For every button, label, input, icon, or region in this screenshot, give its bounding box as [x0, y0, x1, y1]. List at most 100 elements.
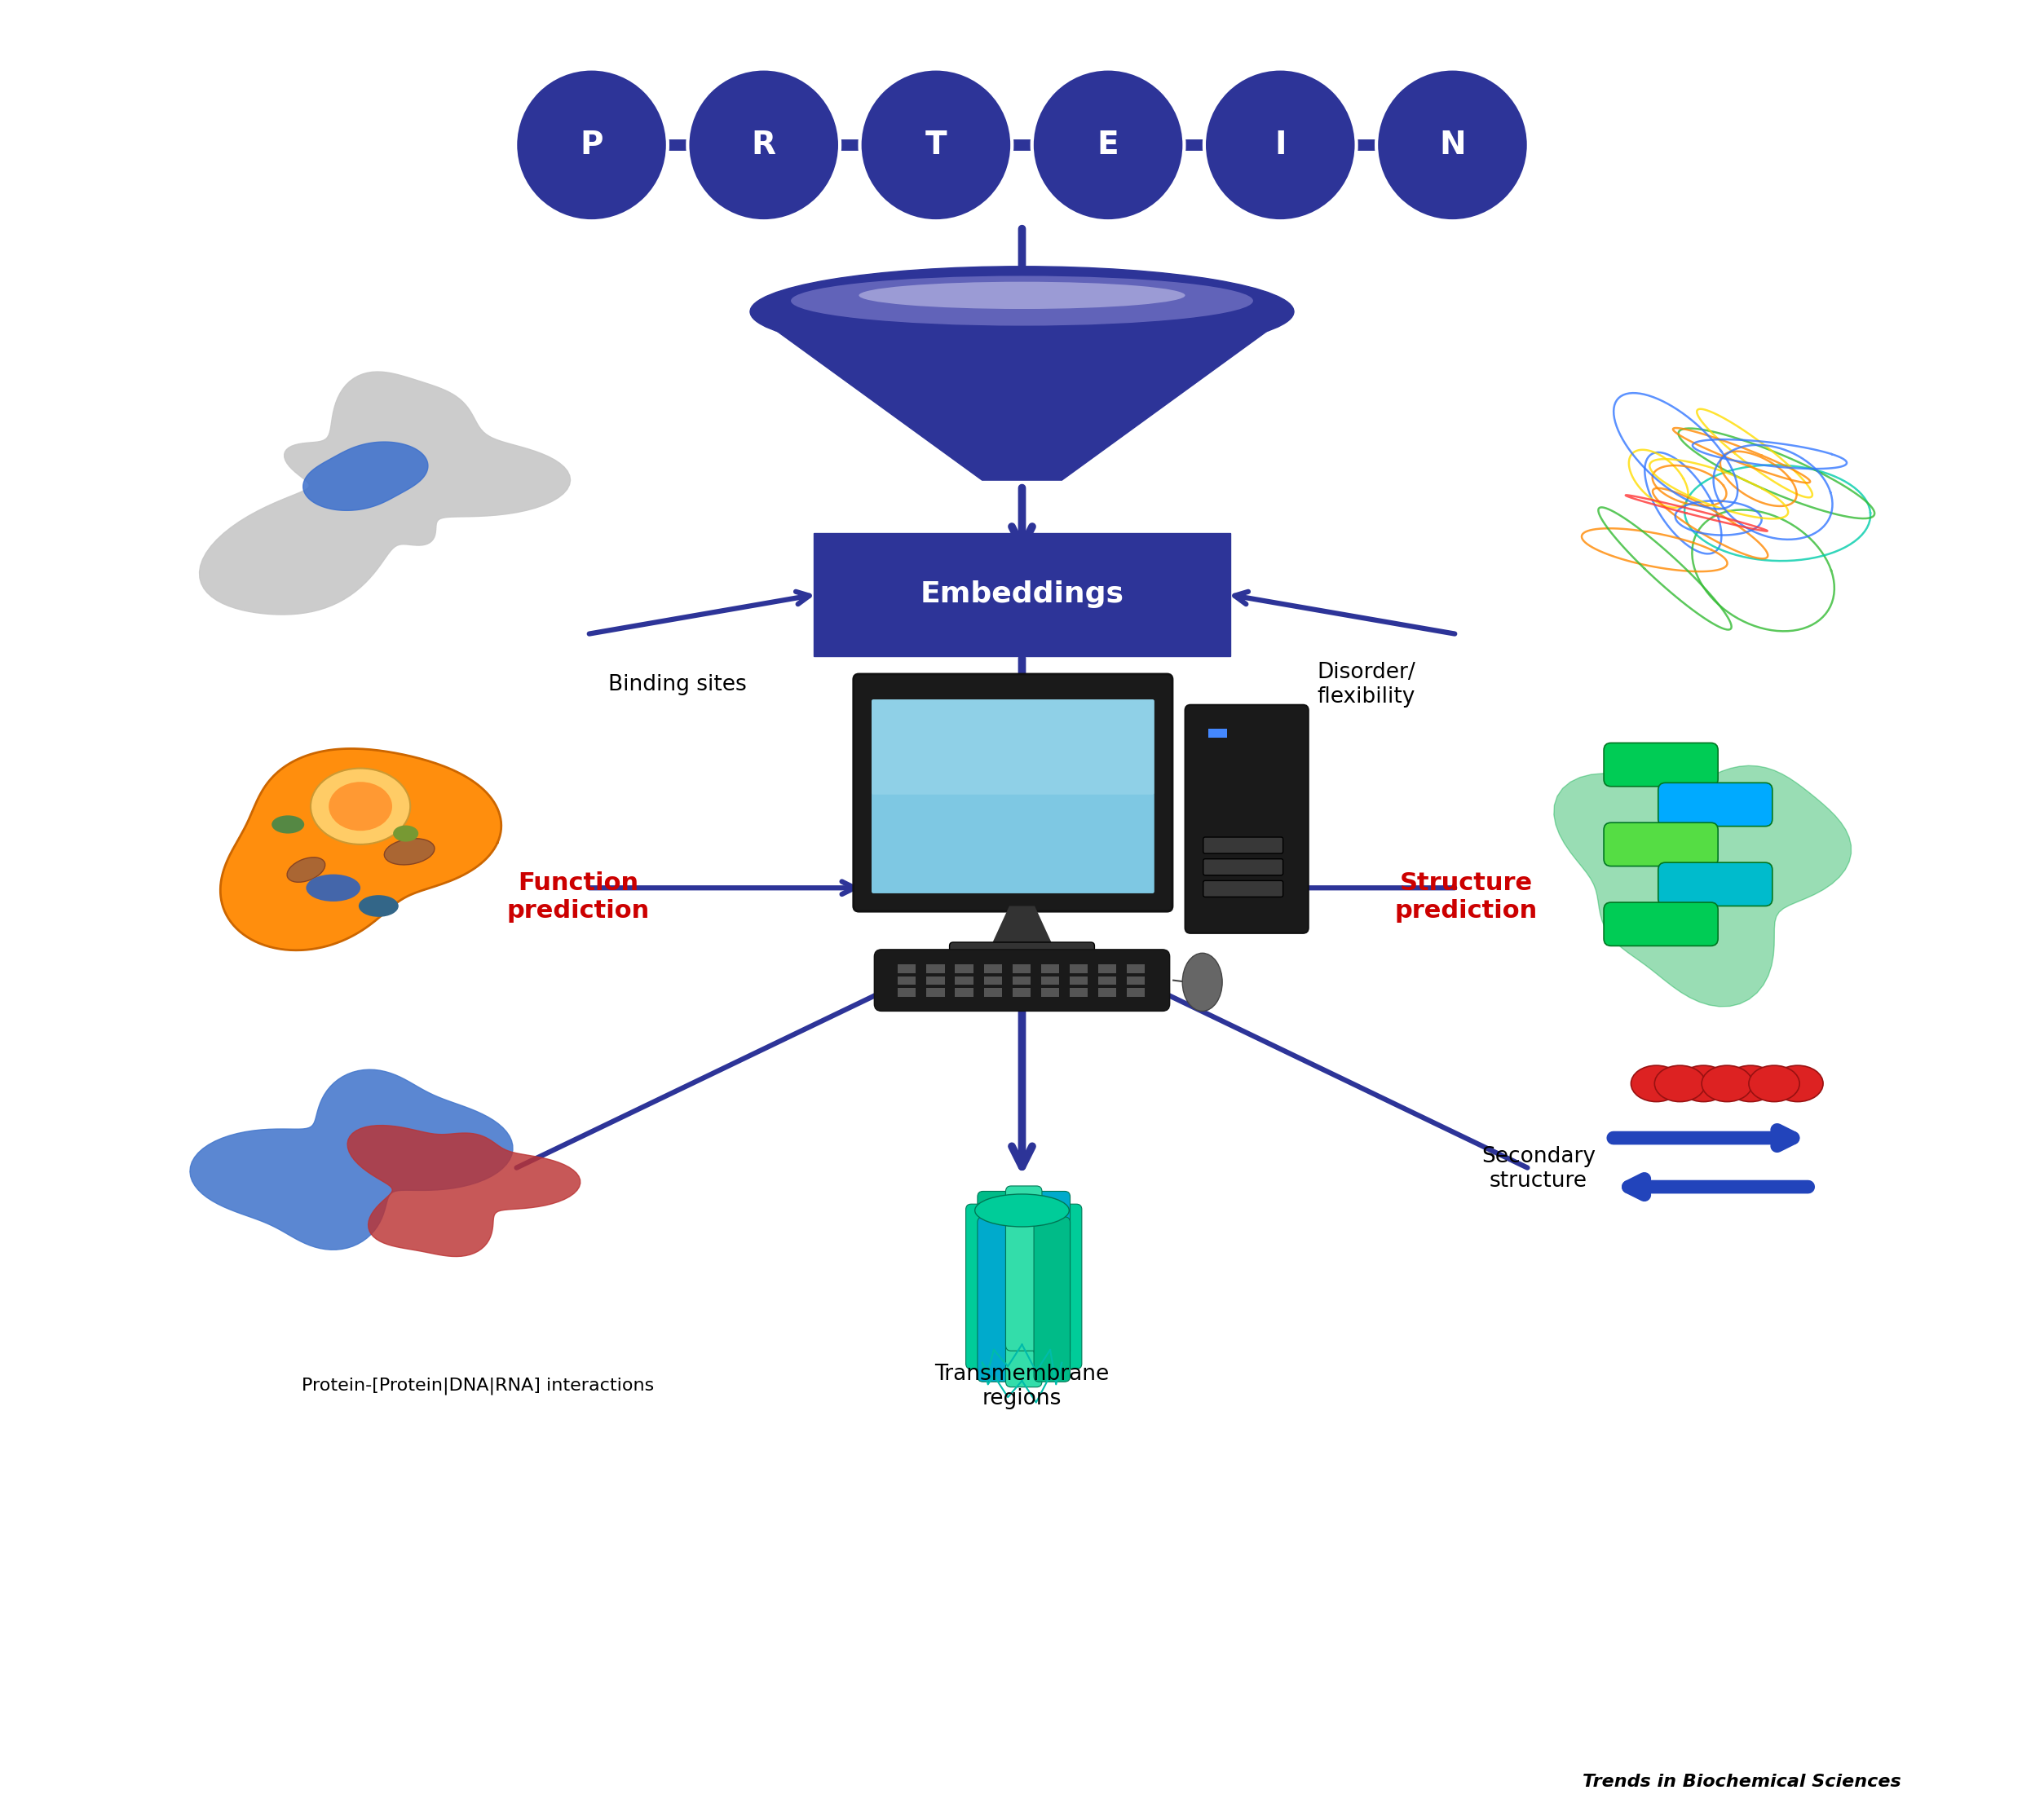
Bar: [926, 988, 944, 997]
Bar: [926, 964, 944, 973]
FancyBboxPatch shape: [1658, 863, 1772, 906]
FancyBboxPatch shape: [1605, 823, 1717, 866]
Ellipse shape: [1725, 1065, 1776, 1102]
Text: T: T: [926, 129, 946, 161]
FancyBboxPatch shape: [1186, 705, 1308, 933]
Polygon shape: [303, 442, 427, 511]
Text: R: R: [752, 129, 777, 161]
Circle shape: [1376, 69, 1529, 221]
Text: Embeddings: Embeddings: [920, 580, 1124, 609]
Text: E: E: [1098, 129, 1118, 161]
Ellipse shape: [858, 283, 1186, 308]
Circle shape: [687, 69, 840, 221]
Bar: [955, 964, 973, 973]
Ellipse shape: [1678, 1065, 1729, 1102]
Bar: [955, 977, 973, 984]
Bar: [955, 988, 973, 997]
Ellipse shape: [791, 275, 1253, 326]
Circle shape: [515, 69, 668, 221]
Bar: [1012, 977, 1030, 984]
Circle shape: [1032, 69, 1183, 221]
FancyBboxPatch shape: [967, 1203, 1002, 1370]
Bar: [1040, 964, 1059, 973]
Bar: [1012, 964, 1030, 973]
Text: Disorder/
flexibility: Disorder/ flexibility: [1316, 661, 1416, 708]
Text: Secondary
structure: Secondary structure: [1482, 1145, 1596, 1192]
Polygon shape: [1553, 766, 1852, 1007]
FancyBboxPatch shape: [1047, 1203, 1081, 1370]
Circle shape: [1204, 69, 1357, 221]
Polygon shape: [200, 371, 570, 614]
Bar: [983, 964, 1002, 973]
FancyBboxPatch shape: [1034, 1190, 1071, 1355]
Bar: [926, 977, 944, 984]
FancyBboxPatch shape: [1006, 1185, 1042, 1350]
Bar: [1126, 988, 1145, 997]
Polygon shape: [750, 312, 1294, 480]
FancyBboxPatch shape: [1006, 1221, 1042, 1388]
Ellipse shape: [1631, 1065, 1682, 1102]
Bar: [1040, 988, 1059, 997]
Bar: [1069, 964, 1087, 973]
Text: Function
prediction: Function prediction: [507, 872, 650, 922]
Text: Binding sites: Binding sites: [609, 674, 746, 696]
Bar: [983, 977, 1002, 984]
Ellipse shape: [272, 815, 305, 834]
Polygon shape: [190, 1069, 513, 1250]
Ellipse shape: [1703, 1065, 1752, 1102]
FancyBboxPatch shape: [1204, 859, 1284, 875]
Ellipse shape: [307, 875, 360, 901]
FancyBboxPatch shape: [1658, 783, 1772, 826]
FancyBboxPatch shape: [1605, 743, 1717, 786]
Bar: [897, 988, 916, 997]
Polygon shape: [989, 906, 1055, 949]
Bar: [1126, 964, 1145, 973]
Ellipse shape: [358, 895, 399, 917]
FancyBboxPatch shape: [1204, 837, 1284, 853]
Bar: [1098, 988, 1116, 997]
Ellipse shape: [975, 1194, 1069, 1227]
Bar: [897, 977, 916, 984]
FancyBboxPatch shape: [1605, 902, 1717, 946]
FancyBboxPatch shape: [977, 1218, 1014, 1383]
Bar: [1098, 964, 1116, 973]
Ellipse shape: [975, 1346, 1069, 1379]
Ellipse shape: [311, 768, 411, 844]
Bar: [1069, 988, 1087, 997]
FancyBboxPatch shape: [871, 699, 1155, 794]
Bar: [1126, 977, 1145, 984]
FancyBboxPatch shape: [814, 533, 1230, 656]
Ellipse shape: [286, 857, 325, 882]
FancyBboxPatch shape: [977, 1190, 1014, 1355]
FancyBboxPatch shape: [871, 699, 1155, 893]
Text: Protein-[Protein|DNA|RNA] interactions: Protein-[Protein|DNA|RNA] interactions: [303, 1377, 654, 1395]
Bar: [1098, 977, 1116, 984]
Bar: [897, 964, 916, 973]
Ellipse shape: [750, 266, 1294, 357]
Bar: [1012, 988, 1030, 997]
Ellipse shape: [329, 781, 392, 830]
Ellipse shape: [384, 839, 435, 864]
Text: N: N: [1439, 129, 1466, 161]
Polygon shape: [221, 748, 501, 949]
Text: P: P: [580, 129, 603, 161]
Text: Transmembrane
regions: Transmembrane regions: [934, 1363, 1110, 1410]
Ellipse shape: [1654, 1065, 1705, 1102]
Bar: [1040, 977, 1059, 984]
FancyBboxPatch shape: [1204, 881, 1284, 897]
FancyBboxPatch shape: [875, 949, 1169, 1011]
Text: I: I: [1273, 129, 1286, 161]
Polygon shape: [347, 1125, 580, 1256]
Ellipse shape: [392, 826, 419, 841]
Text: Trends in Biochemical Sciences: Trends in Biochemical Sciences: [1582, 1774, 1901, 1790]
Bar: [1069, 977, 1087, 984]
Ellipse shape: [1181, 953, 1222, 1011]
FancyBboxPatch shape: [950, 942, 1094, 968]
Bar: [983, 988, 1002, 997]
Text: Structure
prediction: Structure prediction: [1394, 872, 1537, 922]
Ellipse shape: [1772, 1065, 1823, 1102]
Bar: [1208, 728, 1226, 737]
FancyBboxPatch shape: [854, 674, 1173, 911]
FancyBboxPatch shape: [1034, 1218, 1071, 1383]
Ellipse shape: [1750, 1065, 1799, 1102]
